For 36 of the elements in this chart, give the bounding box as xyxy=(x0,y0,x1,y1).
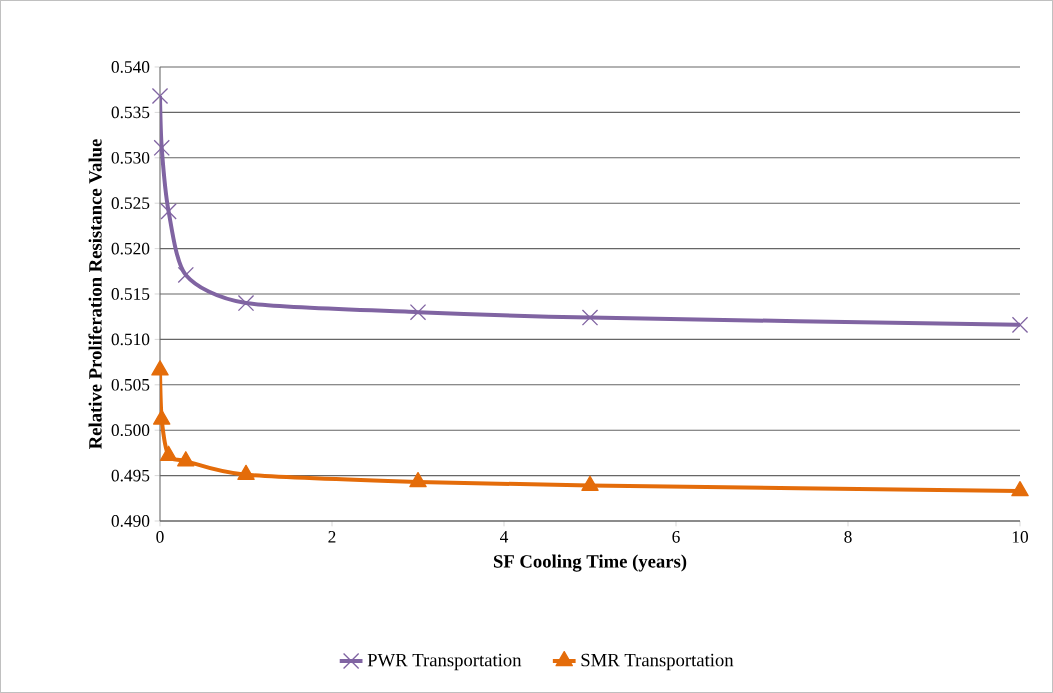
point xyxy=(409,471,427,488)
point xyxy=(159,445,178,461)
y-axis-title: Relative Proliferation Resistance Value xyxy=(88,139,102,449)
x-tick-label: 10 xyxy=(1012,531,1029,543)
point xyxy=(1011,316,1029,334)
legend-label: SMR Transportation xyxy=(581,653,734,671)
y-tick-label: 0.505 xyxy=(111,378,150,391)
y-tick-label: 0.515 xyxy=(111,288,150,300)
y-tick-label: 0.500 xyxy=(111,424,150,437)
x-tick-label: 8 xyxy=(844,531,852,543)
point xyxy=(151,87,169,105)
point xyxy=(1011,481,1029,497)
y-tick-label: 0.540 xyxy=(111,61,150,73)
point xyxy=(152,409,171,425)
y-tick-label: 0.510 xyxy=(111,333,150,346)
y-tick-label: 0.490 xyxy=(111,515,150,527)
point xyxy=(237,464,255,481)
x-axis-title: SF Cooling Time (years) xyxy=(493,554,687,572)
point xyxy=(581,475,599,491)
y-tick-label: 0.495 xyxy=(111,469,150,482)
point xyxy=(177,451,195,467)
x-tick-label: 6 xyxy=(672,531,680,543)
x-tick-label: 2 xyxy=(328,531,336,543)
point xyxy=(409,303,427,321)
point xyxy=(160,203,177,220)
y-tick-label: 0.520 xyxy=(111,242,150,255)
point xyxy=(581,309,599,326)
y-tick-label: 0.535 xyxy=(111,106,150,119)
point xyxy=(151,360,169,376)
legend-label: PWR Transportation xyxy=(367,653,522,671)
y-tick-label: 0.525 xyxy=(111,197,150,210)
point xyxy=(237,294,255,312)
y-tick-label: 0.530 xyxy=(111,151,150,164)
x-tick-label: 0 xyxy=(156,531,164,543)
point xyxy=(153,139,170,157)
x-tick-label: 4 xyxy=(500,531,509,543)
